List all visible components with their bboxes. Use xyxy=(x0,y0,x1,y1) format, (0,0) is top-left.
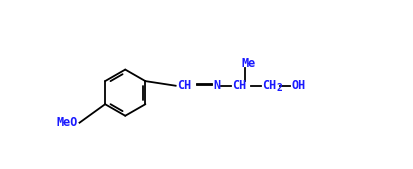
Text: CH: CH xyxy=(232,79,247,92)
Text: MeO: MeO xyxy=(56,116,78,129)
Text: CH: CH xyxy=(262,79,276,92)
Text: OH: OH xyxy=(291,79,305,92)
Text: 2: 2 xyxy=(276,83,282,93)
Text: N: N xyxy=(214,79,221,92)
Text: CH: CH xyxy=(177,79,191,92)
Text: Me: Me xyxy=(242,57,256,70)
